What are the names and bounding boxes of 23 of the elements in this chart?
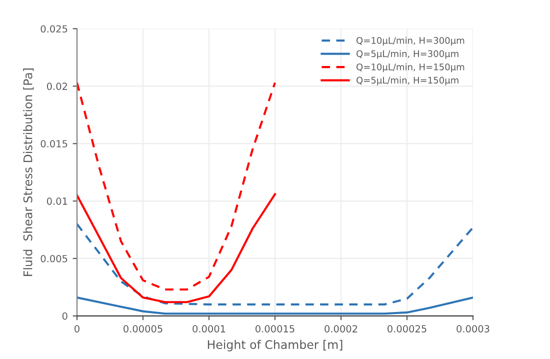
x-axis-title: Height of Chamber [m]: [208, 340, 342, 352]
x-tick-label: 0.0003: [456, 325, 490, 332]
line-series: [77, 82, 276, 291]
legend-label: Q=10μL/min, H=300μm: [356, 36, 464, 46]
y-tick-label: 0.015: [40, 140, 68, 148]
y-tick-label: 0.02: [46, 82, 67, 90]
x-tick-label: 0.0001: [192, 325, 226, 332]
legend-label: Q=5μL/min, H=150μm: [356, 76, 458, 86]
legend-label: Q=10μL/min, H=150μm: [356, 63, 464, 72]
line-series: [77, 193, 276, 304]
y-axis-title: Fluid Shear Stress Distribution [Pa]: [23, 68, 34, 276]
x-tick-label: 0.00005: [124, 325, 162, 332]
line-series: [77, 222, 473, 306]
y-tick-label: 0.01: [46, 198, 68, 205]
y-tick-label: 0: [62, 312, 68, 320]
y-tick-label: 0.025: [40, 25, 68, 33]
y-tick-label: 0.005: [40, 254, 68, 262]
x-tick-label: 0: [74, 325, 80, 332]
x-tick-label: 0.00015: [256, 325, 294, 332]
x-tick-label: 0.00025: [388, 325, 426, 332]
x-tick-label: 0.0002: [324, 325, 358, 332]
legend-label: Q=5μL/min, H=300μm: [356, 50, 458, 59]
line-series: [77, 296, 473, 315]
